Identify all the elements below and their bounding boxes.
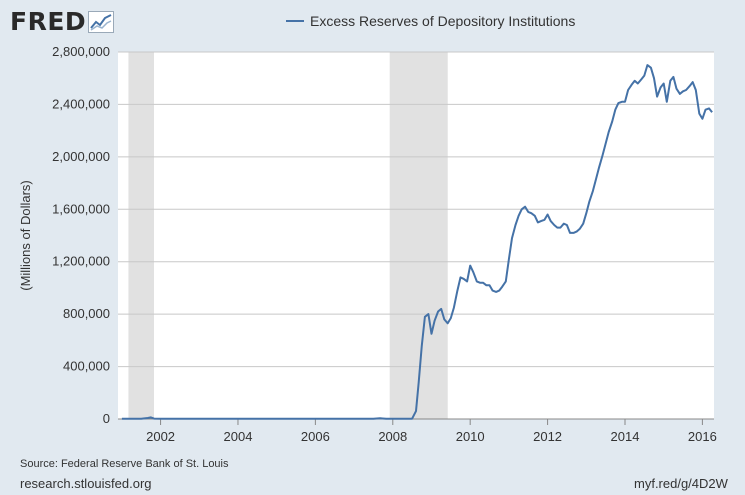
x-tick-label: 2014 [611,429,640,444]
x-tick-label: 2002 [146,429,175,444]
y-tick-label: 1,600,000 [52,201,110,216]
series-line [121,64,713,420]
fred-logo-text: FRED [10,7,87,36]
fred-chart-icon [88,11,115,33]
legend-line-swatch [286,20,304,22]
y-axis-label: (Millions of Dollars) [18,180,33,291]
y-tick-label: 0 [103,411,110,426]
recession-band-1 [128,52,154,419]
x-tick-label: 2008 [378,429,407,444]
x-tick-label: 2016 [688,429,717,444]
y-tick-label: 1,200,000 [52,254,110,269]
recession-band-2 [389,52,448,419]
research-link[interactable]: research.stlouisfed.org [20,476,152,491]
y-tick-label: 2,800,000 [52,44,110,59]
y-tick-label: 2,000,000 [52,149,110,164]
x-tick-label: 2006 [301,429,330,444]
x-tick-label: 2012 [533,429,562,444]
x-tick-label: 2004 [224,429,253,444]
chart-legend: Excess Reserves of Depository Institutio… [286,13,575,29]
short-link[interactable]: myf.red/g/4D2W [634,476,728,491]
source-note: Source: Federal Reserve Bank of St. Loui… [20,458,229,470]
legend-label: Excess Reserves of Depository Institutio… [310,13,576,29]
fred-logo[interactable]: FRED [10,6,115,38]
y-tick-label: 800,000 [63,306,110,321]
y-tick-label: 2,400,000 [52,96,110,111]
x-tick-label: 2010 [456,429,485,444]
y-tick-label: 400,000 [63,359,110,374]
